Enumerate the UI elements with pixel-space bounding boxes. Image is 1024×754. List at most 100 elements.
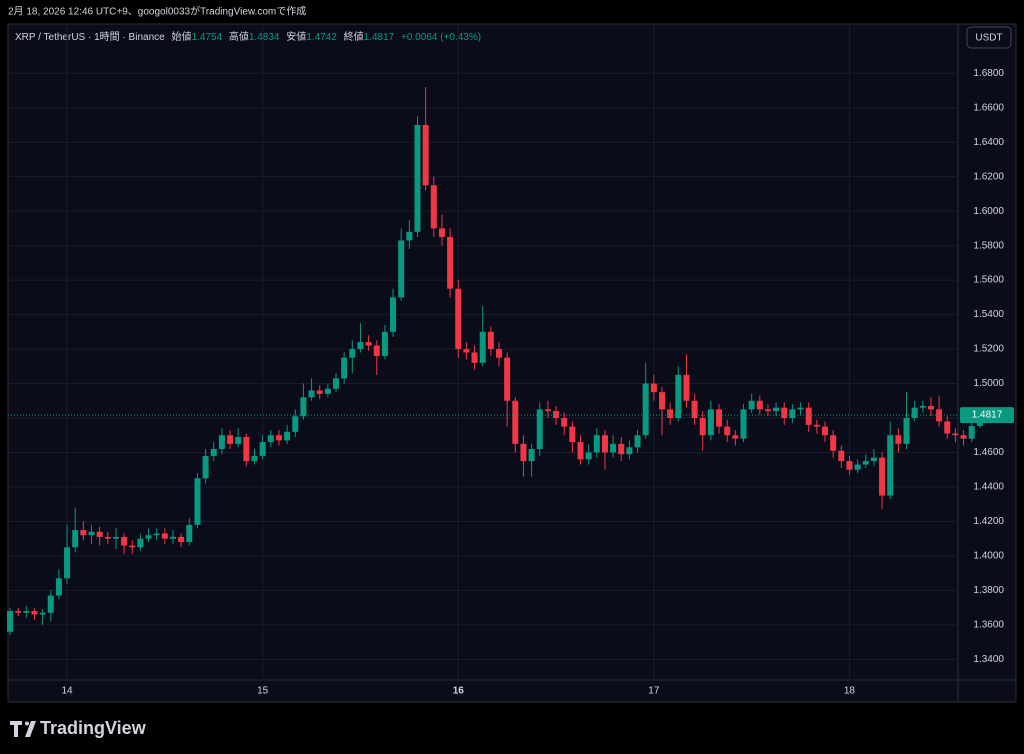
candle-body [805, 407, 812, 425]
candle-body [121, 536, 128, 546]
candle-body [80, 530, 87, 536]
candle-body [610, 443, 617, 453]
currency-button-label[interactable]: USDT [975, 33, 1002, 44]
candle-body [634, 435, 641, 448]
x-tick-label: 18 [844, 686, 856, 697]
candle-body [96, 531, 103, 537]
candle-body [887, 435, 894, 496]
candle-body [512, 400, 519, 444]
candle-body [129, 545, 136, 548]
y-tick-label: 1.3400 [973, 654, 1004, 665]
candle-body [585, 452, 592, 460]
candle-body [895, 435, 902, 444]
candle-body [235, 436, 242, 444]
y-tick-label: 1.4400 [973, 482, 1004, 493]
candle-body [218, 435, 225, 450]
candle-body [170, 536, 176, 539]
symbol: XRP / TetherUS · 1時間 · Binance [15, 31, 165, 43]
candle-body [561, 418, 568, 427]
candle-body [675, 374, 682, 418]
close-value: 1.4817 [364, 32, 395, 43]
candle-body [186, 524, 193, 543]
candle-body [365, 342, 372, 346]
candle-body [316, 390, 323, 394]
candle-body [210, 449, 217, 456]
y-tick-label: 1.5200 [973, 344, 1004, 355]
candle-body [528, 449, 535, 462]
candle-body [88, 531, 95, 536]
low-label: 安値 [286, 30, 306, 43]
y-tick-label: 1.3800 [973, 585, 1004, 596]
y-tick-label: 1.4600 [973, 447, 1004, 458]
candle-body [341, 357, 348, 379]
candle-body [275, 435, 282, 441]
candle-body [813, 424, 820, 427]
candle-body [284, 431, 291, 441]
last-price-badge [960, 407, 1014, 424]
y-tick-label: 1.4000 [973, 551, 1004, 562]
candle-body [194, 478, 201, 525]
candle-body [15, 611, 22, 613]
candle-body [960, 435, 967, 439]
chart-panel [7, 23, 1017, 703]
change: +0.0064 (+0.43%) [401, 32, 481, 43]
candle-body [544, 409, 551, 412]
candle-body [854, 464, 861, 470]
candle-body [259, 442, 266, 456]
y-tick-label: 1.5600 [973, 275, 1004, 286]
open-label: 始値 [171, 30, 191, 43]
candle-body [773, 407, 780, 412]
candle-body [968, 425, 975, 439]
candle-body [903, 418, 910, 444]
candle-body [577, 442, 584, 460]
candle-body [716, 409, 723, 427]
legend: XRP / TetherUS · 1時間 · Binance 始値1.4754 … [15, 30, 481, 43]
candle-body [455, 288, 462, 350]
candle-body [569, 426, 576, 443]
candle-body [879, 457, 886, 496]
candle-body [406, 231, 413, 241]
candle-body [520, 443, 527, 462]
candle-body [732, 435, 739, 439]
candle-body [137, 538, 144, 548]
candle-body [153, 533, 160, 536]
candle-body [659, 392, 665, 410]
logo-icon [10, 721, 36, 737]
candle-body [601, 435, 608, 453]
candle-body [707, 409, 714, 436]
y-tick-label: 1.5000 [973, 378, 1004, 389]
x-tick-label: 15 [257, 686, 269, 697]
candle-body [748, 400, 755, 410]
candle-body [7, 611, 13, 632]
candle-body [496, 349, 502, 358]
candle-body [55, 578, 62, 596]
candle-body [471, 352, 478, 363]
candle-body [952, 433, 959, 436]
y-tick-label: 1.6400 [973, 137, 1004, 148]
candle-body [324, 388, 331, 394]
candle-body [789, 409, 796, 418]
candle-body [724, 426, 731, 436]
candle-body [487, 331, 494, 350]
candle-body [593, 435, 600, 453]
candle-body [430, 185, 437, 229]
candle-body [911, 407, 918, 418]
candle-body [504, 357, 511, 401]
candle-body [357, 342, 364, 350]
x-tick-label: 14 [61, 686, 73, 697]
candle-body [381, 331, 388, 356]
plot [7, 25, 983, 680]
candle-body [398, 240, 405, 298]
currency-button[interactable] [966, 26, 1012, 49]
y-tick-label: 1.5800 [973, 240, 1004, 251]
candle-body [830, 435, 837, 451]
candle-body [178, 536, 185, 543]
y-tick-label: 1.6200 [973, 171, 1004, 182]
logo-dot [25, 721, 29, 726]
candle-body [31, 611, 38, 615]
candle-body [333, 378, 339, 389]
candle-body [267, 435, 274, 443]
candle-body [64, 547, 71, 579]
candle-body [764, 409, 771, 412]
